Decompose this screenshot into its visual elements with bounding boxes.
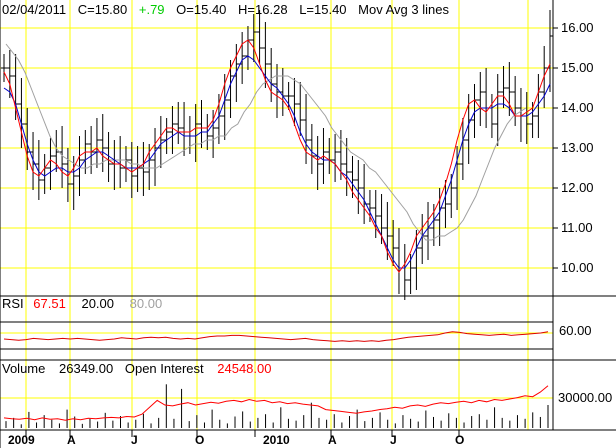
header-study: Mov Avg 3 lines (358, 2, 449, 17)
x-tick-label: A (67, 433, 76, 447)
price-tick-label: 14.00 (561, 100, 594, 115)
ma-fast-line (3, 39, 551, 273)
rsi-header: RSI 67.51 20.00 80.00 (2, 296, 162, 311)
price-tick-label: 10.00 (561, 260, 594, 275)
x-tick-label: 2010 (263, 433, 290, 447)
x-tick-label: O (455, 433, 464, 447)
header-info: 02/04/2011 C=15.80 +.79 O=15.40 H=16.28 … (2, 2, 449, 17)
header-low: L=15.40 (299, 2, 346, 17)
volume-label: Volume (2, 361, 45, 376)
rsi-line (3, 331, 549, 342)
price-series (1, 10, 553, 300)
rsi-lower: 20.00 (81, 296, 114, 311)
volume-header: Volume 26349.00 Open Interest 24548.00 (2, 361, 272, 376)
volume-tick-label: 30000.00 (558, 390, 612, 405)
rsi-upper: 80.00 (130, 296, 163, 311)
price-tick-label: 16.00 (561, 20, 594, 35)
header-change: +.79 (139, 2, 165, 17)
rsi-label: RSI (2, 296, 24, 311)
header-high: H=16.28 (238, 2, 288, 17)
x-tick-label: J (390, 433, 397, 447)
price-tick-label: 15.00 (561, 60, 594, 75)
oi-value: 24548.00 (217, 361, 271, 376)
header-date: 02/04/2011 (2, 2, 66, 17)
rsi-series (3, 331, 549, 342)
x-tick-label: 2009 (8, 433, 35, 447)
x-axis-labels: 2009 A J O 2010 A J O (8, 430, 464, 447)
open-interest-line (3, 385, 549, 421)
ma-mid-line (3, 55, 551, 269)
x-tick-label: A (328, 433, 337, 447)
header-close: C=15.80 (78, 2, 128, 17)
price-tick-label: 12.00 (561, 180, 594, 195)
x-tick-label: O (195, 433, 204, 447)
price-tick-label: 13.00 (561, 140, 594, 155)
oi-label: Open Interest (125, 361, 204, 376)
volume-value: 26349.00 (59, 361, 113, 376)
price-tick-label: 11.00 (561, 220, 593, 235)
rsi-value: 67.51 (33, 296, 66, 311)
rsi-tick-label: 60.00 (559, 323, 592, 338)
header-open: O=15.40 (176, 2, 226, 17)
x-tick-label: J (131, 433, 138, 447)
volume-series (3, 384, 549, 428)
y-axis-ticks: 10.00 11.00 12.00 13.00 14.00 15.00 16.00 (553, 20, 594, 275)
